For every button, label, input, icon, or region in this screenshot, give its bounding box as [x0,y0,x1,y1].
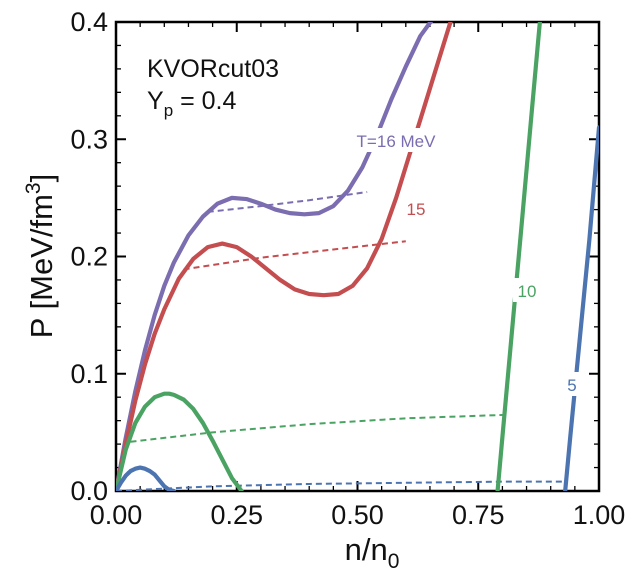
x-axis-title-main: n/n [345,532,388,567]
x-tick-label: 0.50 [331,500,384,530]
curve-1 [116,22,453,491]
x-tick-label: 0.25 [210,500,263,530]
curve-3 [116,465,177,491]
x-tick-label: 1.00 [573,500,626,530]
label-bg-10 [513,278,541,302]
y-tick-label: 0.3 [70,124,108,154]
maxwell-lines [116,191,566,491]
y-tick-label: 0.0 [70,476,108,506]
curve-labels: T=16 MeV 15 10 5 [348,128,581,396]
curve-label-5: 5 [567,376,576,395]
x-tick-label: 0.75 [452,500,505,530]
proton-fraction-annotation: Yp = 0.4 [147,87,236,120]
curve-label-10: 10 [518,282,537,301]
pressure-curves [116,22,599,491]
y-axis-title: P [MeV/fm3] [22,174,59,338]
label-bg-16 [348,128,444,152]
y-axis-title-close: ] [24,174,59,183]
x-axis-title-sub: 0 [388,550,400,573]
curve-2-branch [495,22,542,491]
x-axis-title: n/n0 [345,532,400,573]
proton-fraction-symbol: Y [147,87,164,115]
model-annotation: KVORcut03 [147,55,279,83]
proton-fraction-value: = 0.4 [173,87,236,115]
y-tick-label: 0.1 [70,359,108,389]
maxwell-line-3 [116,480,566,491]
maxwell-line-0 [207,191,368,213]
maxwell-line-2 [130,413,508,443]
y-tick-label: 0.4 [70,7,108,37]
label-bg-5 [563,372,581,396]
curve-label-16: T=16 MeV [357,132,437,151]
y-axis-title-main: P [MeV/fm [24,194,59,338]
maxwell-line-1 [183,240,406,271]
y-axis-title-sup: 3 [22,182,45,194]
curve-3-branch [563,125,599,491]
label-bg-15 [402,196,430,220]
curve-2 [116,391,244,491]
x-tick-label: 0.00 [90,500,143,530]
proton-fraction-sub: p [164,101,173,120]
y-tick-label: 0.2 [70,242,108,272]
curve-label-15: 15 [407,200,426,219]
tick-labels: 0.00 0.25 0.50 0.75 1.00 0.0 0.1 0.2 0.3 0.4 [70,7,625,530]
